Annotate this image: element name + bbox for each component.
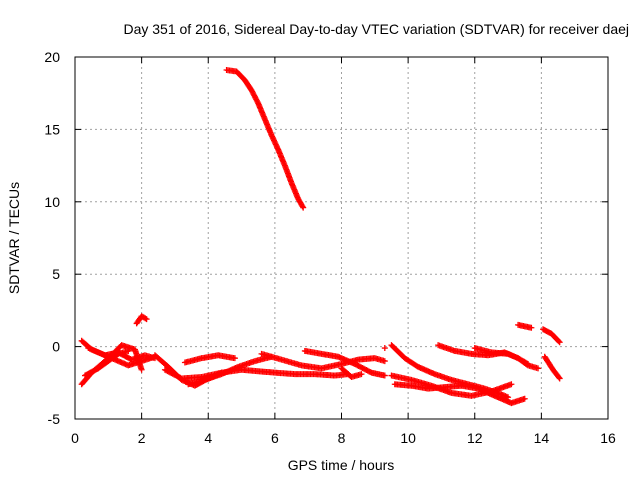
series-arc-p	[391, 381, 528, 407]
data-point	[528, 324, 535, 331]
data-point	[535, 365, 542, 372]
series-arc-k	[301, 347, 388, 379]
chart-title: Day 351 of 2016, Sidereal Day-to-day VTE…	[123, 21, 629, 37]
series-arc-i	[181, 352, 238, 366]
y-tick-label: -5	[48, 411, 61, 427]
data-point	[555, 374, 562, 381]
y-axis-title: SDTVAR / TECUs	[6, 182, 22, 294]
series-arc-j	[258, 350, 388, 372]
series-arc-t	[540, 326, 563, 346]
series-arc-d	[85, 345, 158, 369]
data-point	[300, 204, 307, 211]
data-point	[381, 345, 388, 352]
y-tick-label: 0	[52, 339, 60, 355]
data-point	[508, 381, 515, 388]
series-arc-e	[133, 313, 150, 327]
data-point	[231, 355, 238, 362]
y-tick-label: 20	[44, 49, 60, 65]
x-tick-label: 10	[400, 430, 416, 446]
x-tick-label: 8	[338, 430, 346, 446]
x-tick-label: 2	[138, 430, 146, 446]
series-arc-q	[435, 342, 532, 367]
series-arc-l	[338, 365, 365, 381]
grid-lines	[75, 57, 608, 419]
x-axis-title: GPS time / hours	[288, 457, 395, 473]
series-arc-g	[161, 366, 352, 382]
data-point	[143, 316, 150, 323]
x-tick-label: 12	[467, 430, 483, 446]
data-point	[381, 372, 388, 379]
data-points	[78, 67, 563, 407]
series-arc-h	[185, 353, 275, 388]
x-tick-label: 4	[204, 430, 212, 446]
series-arc-u	[541, 353, 563, 382]
y-tick-label: 10	[44, 194, 60, 210]
data-point	[138, 366, 145, 373]
y-tick-label: 5	[52, 266, 60, 282]
series-arc-r	[471, 345, 542, 372]
axis-ticks: 0 2 4 6 8 10 12 14 16 -5 0 5 10 15 20	[44, 49, 616, 446]
data-point	[299, 203, 306, 210]
series-arc-high	[223, 67, 307, 211]
data-point	[125, 347, 132, 354]
series-arc-m	[381, 345, 388, 352]
data-point	[555, 338, 562, 345]
data-point	[521, 395, 528, 402]
x-tick-label: 16	[600, 430, 616, 446]
data-point	[142, 315, 149, 322]
data-point	[556, 375, 563, 382]
x-tick-label: 6	[271, 430, 279, 446]
y-tick-label: 15	[44, 121, 60, 137]
data-point	[381, 358, 388, 365]
data-point	[556, 339, 563, 346]
series-arc-s	[515, 321, 535, 331]
data-point	[358, 371, 365, 378]
x-tick-label: 0	[71, 430, 79, 446]
x-tick-label: 14	[534, 430, 550, 446]
